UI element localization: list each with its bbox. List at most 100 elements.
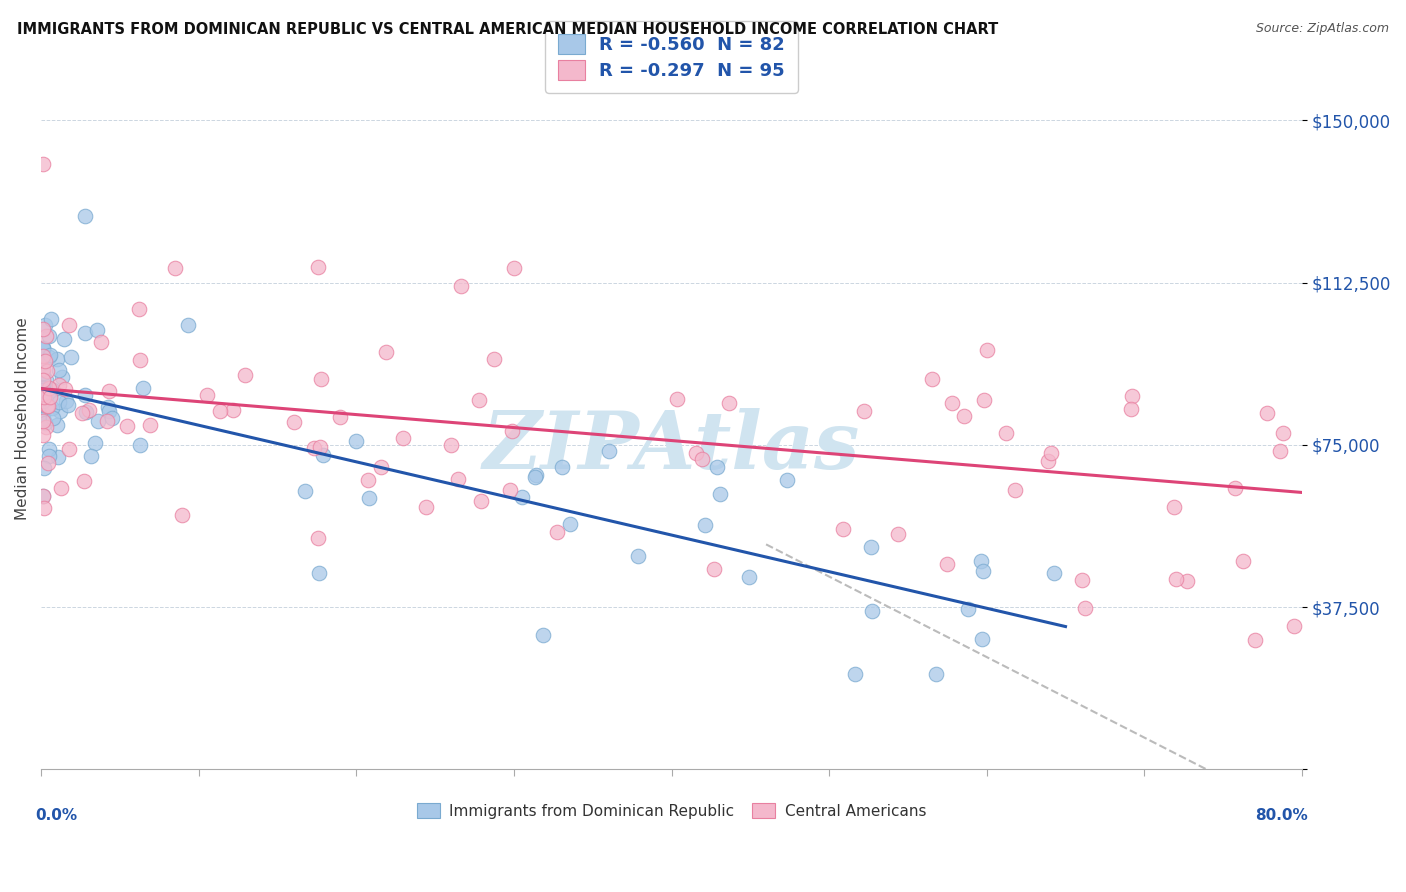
Point xyxy=(844,667,866,681)
Point xyxy=(925,667,948,681)
Point xyxy=(392,431,415,445)
Point xyxy=(482,352,505,367)
Point xyxy=(138,417,160,432)
Point xyxy=(35,420,58,434)
Point xyxy=(307,531,329,545)
Point xyxy=(307,260,329,274)
Point xyxy=(80,449,103,463)
Y-axis label: Median Household Income: Median Household Income xyxy=(15,318,30,520)
Point xyxy=(308,566,330,580)
Point xyxy=(693,518,716,533)
Point xyxy=(32,392,55,406)
Point xyxy=(48,363,70,377)
Point xyxy=(531,628,554,642)
Point xyxy=(96,414,118,428)
Point xyxy=(49,481,72,495)
Point xyxy=(969,554,991,568)
Point xyxy=(165,260,187,275)
Point xyxy=(329,410,352,425)
Point xyxy=(1166,572,1188,586)
Point xyxy=(34,356,56,370)
Point xyxy=(860,541,883,555)
Point xyxy=(499,483,522,497)
Point xyxy=(70,406,93,420)
Point xyxy=(709,486,731,500)
Point xyxy=(627,549,650,563)
Point xyxy=(853,404,876,418)
Point xyxy=(42,410,65,425)
Point xyxy=(75,326,97,340)
Point xyxy=(952,409,974,423)
Point xyxy=(46,351,69,366)
Point xyxy=(221,403,243,417)
Point xyxy=(86,323,108,337)
Point xyxy=(1272,425,1295,440)
Point xyxy=(56,398,79,412)
Point xyxy=(128,438,150,452)
Point xyxy=(115,419,138,434)
Point xyxy=(1071,573,1094,587)
Point xyxy=(706,460,728,475)
Point xyxy=(717,396,740,410)
Point xyxy=(77,403,100,417)
Point xyxy=(921,371,943,385)
Point xyxy=(34,390,56,404)
Point xyxy=(48,395,70,409)
Point xyxy=(195,388,218,402)
Point xyxy=(31,157,53,171)
Point xyxy=(233,368,256,382)
Point xyxy=(53,332,76,346)
Point xyxy=(101,411,124,425)
Point xyxy=(972,565,994,579)
Point xyxy=(692,451,714,466)
Point xyxy=(468,393,491,408)
Point xyxy=(41,311,63,326)
Point xyxy=(510,490,533,504)
Point xyxy=(38,348,60,362)
Point xyxy=(31,341,53,355)
Point xyxy=(39,382,62,396)
Point xyxy=(31,361,53,376)
Point xyxy=(38,442,60,456)
Point xyxy=(38,328,60,343)
Point xyxy=(37,399,59,413)
Point xyxy=(972,632,994,647)
Point xyxy=(1163,500,1185,514)
Point xyxy=(34,416,56,430)
Point xyxy=(1232,554,1254,568)
Point xyxy=(38,350,60,364)
Point xyxy=(97,400,120,414)
Point xyxy=(98,384,121,399)
Point xyxy=(72,474,94,488)
Point xyxy=(302,441,325,455)
Point xyxy=(31,407,53,421)
Point xyxy=(440,438,463,452)
Point xyxy=(598,443,620,458)
Point xyxy=(776,473,799,487)
Point xyxy=(32,500,55,515)
Point xyxy=(34,461,56,475)
Point xyxy=(703,562,725,576)
Point xyxy=(38,391,60,405)
Point xyxy=(31,366,53,380)
Point xyxy=(37,456,59,470)
Point xyxy=(75,388,97,402)
Point xyxy=(1175,574,1198,588)
Point xyxy=(887,526,910,541)
Point xyxy=(31,322,53,336)
Point xyxy=(75,405,97,419)
Point xyxy=(311,448,333,462)
Point xyxy=(31,414,53,428)
Point xyxy=(501,424,523,438)
Point xyxy=(936,558,959,572)
Point xyxy=(344,434,367,448)
Point xyxy=(177,318,200,332)
Text: 0.0%: 0.0% xyxy=(35,808,77,822)
Point xyxy=(370,460,392,475)
Point xyxy=(357,491,380,505)
Point xyxy=(35,373,58,387)
Point xyxy=(53,382,76,396)
Point xyxy=(48,378,70,392)
Point xyxy=(34,354,56,368)
Point xyxy=(374,345,396,359)
